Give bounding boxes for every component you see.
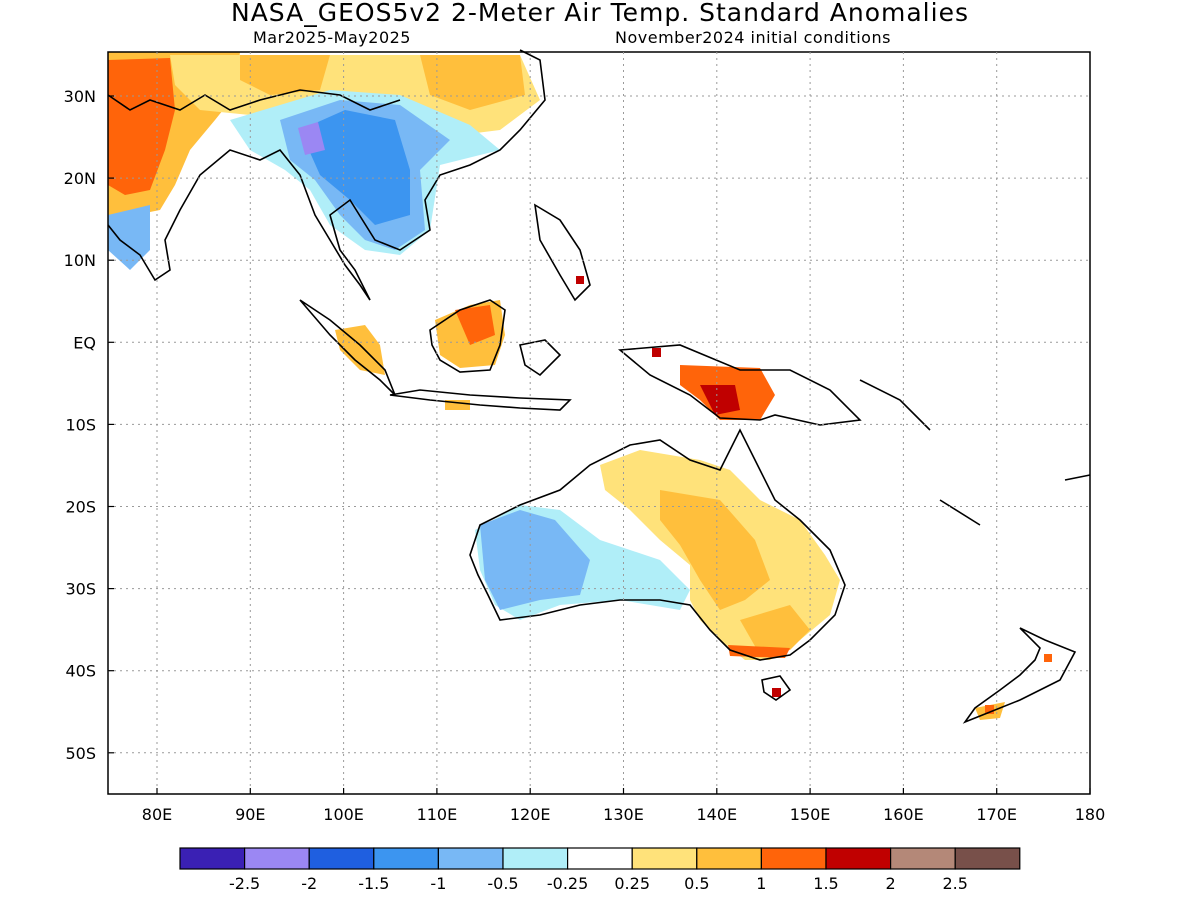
lat-tick-label: 40S xyxy=(65,662,96,681)
anomaly-mindanao-spot xyxy=(576,276,584,284)
anomaly-west-australia-cooler xyxy=(480,510,590,610)
anomaly-nz-south-spot xyxy=(985,705,994,714)
coast-borneo xyxy=(429,299,506,373)
lat-tick-label: 50S xyxy=(65,744,96,763)
coast-indochina-china xyxy=(329,49,546,301)
colorbar-label: -2 xyxy=(301,874,317,893)
colorbar-label: 0.25 xyxy=(614,874,650,893)
lon-tick-label: 150E xyxy=(790,805,831,824)
coast-tasmania xyxy=(761,675,792,701)
colorbar-label: 2.5 xyxy=(942,874,967,893)
map-frame xyxy=(107,51,1091,795)
colorbar-label: 2 xyxy=(886,874,896,893)
colorbar-swatch xyxy=(437,847,504,870)
colorbar-swatch xyxy=(631,847,698,870)
lon-tick-label: 140E xyxy=(696,805,737,824)
coast-pacific-islands xyxy=(859,379,1091,526)
colorbar-label: -0.25 xyxy=(547,874,588,893)
anomaly-indochina-cool xyxy=(300,110,410,225)
colorbar-label: -2.5 xyxy=(229,874,260,893)
coast-sulawesi xyxy=(519,339,562,377)
lon-tick-label: 120E xyxy=(510,805,551,824)
lon-tick-label: 80E xyxy=(142,805,172,824)
colorbar-label: -0.5 xyxy=(487,874,518,893)
anomaly-sumatra-warm xyxy=(335,325,385,375)
colorbar-swatch xyxy=(179,847,246,870)
anomaly-nz-north-spot xyxy=(1044,654,1052,662)
map-title: NASA_GEOS5v2 2-Meter Air Temp. Standard … xyxy=(231,0,969,27)
lat-tick-label: 10S xyxy=(65,415,96,434)
lon-tick-label: 110E xyxy=(417,805,458,824)
colorbar-swatch xyxy=(825,847,892,870)
lon-tick-label: 90E xyxy=(235,805,265,824)
latitude-axis: 30N 20N 10N EQ 10S 20S 30S 40S 50S xyxy=(64,87,114,763)
coast-philippines xyxy=(533,203,591,302)
coast-india-bay xyxy=(107,148,371,301)
anomaly-central-australia-warm xyxy=(660,490,770,610)
colorbar-swatch xyxy=(308,847,375,870)
anomaly-tasmania-spot xyxy=(772,688,781,697)
colorbar-label: 1 xyxy=(756,874,766,893)
colorbar-label: 0.5 xyxy=(684,874,709,893)
lon-tick-label: 170E xyxy=(976,805,1017,824)
colorbar-label: -1 xyxy=(430,874,446,893)
lon-tick-label: 160E xyxy=(883,805,924,824)
coast-himalaya xyxy=(107,89,401,111)
colorbar-swatch xyxy=(566,847,633,870)
initial-conditions: November2024 initial conditions xyxy=(615,28,891,47)
coast-java-islands xyxy=(389,389,572,411)
lat-tick-label: 20N xyxy=(64,169,96,188)
lat-tick-label: EQ xyxy=(73,333,96,352)
anomaly-india-strong xyxy=(108,58,175,195)
graticule xyxy=(108,52,1090,794)
anomaly-newguinea-strong xyxy=(700,385,740,415)
anomaly-himalaya-warm xyxy=(240,55,330,95)
colorbar-swatch xyxy=(244,847,310,870)
coast-new-guinea xyxy=(617,344,862,426)
lon-tick-label: 100E xyxy=(323,805,364,824)
lon-tick-label: 180 xyxy=(1075,805,1106,824)
lat-tick-label: 30S xyxy=(65,580,96,599)
colorbar-swatch xyxy=(889,847,956,870)
colorbar-label: -1.5 xyxy=(358,874,389,893)
colorbar-swatch xyxy=(954,847,1021,870)
anomaly-fills xyxy=(108,52,1052,720)
colorbar-swatch xyxy=(760,847,827,870)
colorbar-swatch xyxy=(696,847,762,870)
colorbar-swatch xyxy=(502,847,569,870)
coastlines xyxy=(107,49,1091,724)
anomaly-borneo-strong xyxy=(455,305,495,345)
anomaly-myanmar-strong-cool xyxy=(298,122,325,155)
anomaly-newguinea-spot xyxy=(652,348,661,357)
longitude-axis: 80E 90E 100E 110E 120E 130E 140E 150E 160E 170E 18… xyxy=(142,788,1106,824)
anomaly-se-australia-warm xyxy=(740,605,810,655)
lat-tick-label: 20S xyxy=(65,498,96,517)
coast-new-zealand xyxy=(962,627,1077,724)
lat-tick-label: 30N xyxy=(64,87,96,106)
colorbar: -2.5 -2 -1.5 -1 -0.5 -0.25 0.25 0.5 1 1.5 2 2.5 xyxy=(179,847,1021,893)
forecast-period: Mar2025-May2025 xyxy=(253,28,411,47)
lon-tick-label: 130E xyxy=(603,805,644,824)
colorbar-label: 1.5 xyxy=(813,874,838,893)
colorbar-swatch xyxy=(373,847,439,870)
lat-tick-label: 10N xyxy=(64,251,96,270)
